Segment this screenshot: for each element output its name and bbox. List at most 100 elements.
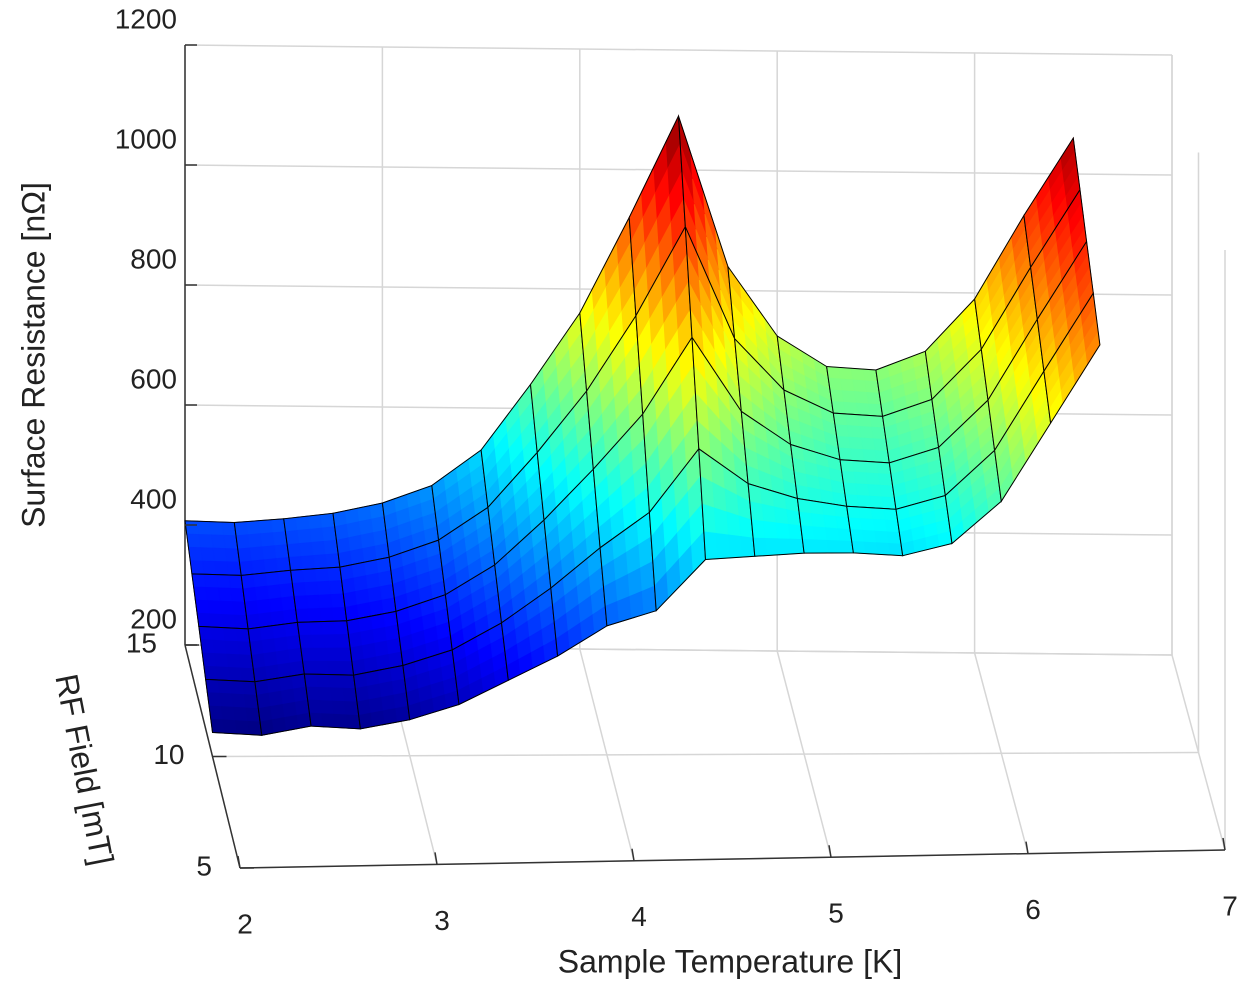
surface-patch bbox=[196, 520, 212, 536]
surface-patch bbox=[318, 594, 334, 609]
surface-patch bbox=[703, 531, 719, 560]
surface-patch bbox=[368, 696, 384, 714]
surface-patch bbox=[268, 597, 284, 613]
surface-patch bbox=[856, 494, 872, 509]
surface-patch bbox=[888, 542, 904, 557]
surface-patch bbox=[198, 534, 214, 549]
surface-patch bbox=[309, 527, 325, 543]
y-tick-label: 15 bbox=[126, 627, 157, 658]
surface-patch bbox=[298, 634, 314, 649]
surface-patch bbox=[325, 553, 341, 569]
surface-patch bbox=[325, 647, 340, 662]
surface-patch bbox=[215, 666, 231, 682]
surface-patch bbox=[254, 679, 270, 696]
surface-patch bbox=[237, 547, 253, 563]
surface-cell bbox=[529, 311, 588, 454]
surface-patch bbox=[291, 582, 307, 597]
surface-cell bbox=[839, 459, 897, 510]
y-tick-label: 5 bbox=[196, 850, 212, 881]
surface-patch bbox=[209, 521, 225, 536]
surface-patch bbox=[798, 511, 814, 528]
surface-patch bbox=[826, 366, 842, 380]
surface-patch bbox=[295, 608, 311, 623]
surface-patch bbox=[327, 566, 343, 582]
surface-patch bbox=[314, 567, 330, 583]
surface-patch bbox=[210, 534, 226, 549]
surface-patch bbox=[286, 543, 302, 558]
surface-patch bbox=[249, 639, 265, 656]
surface-patch bbox=[381, 694, 397, 712]
surface-patch bbox=[224, 640, 240, 656]
surface-patch bbox=[234, 720, 250, 736]
surface-patch bbox=[345, 714, 361, 730]
surface-patch bbox=[193, 586, 209, 602]
surface-patch bbox=[834, 424, 850, 438]
surface-patch bbox=[858, 506, 874, 520]
surface-patch bbox=[257, 705, 273, 723]
surface-patch bbox=[274, 544, 290, 560]
surface-patch bbox=[252, 666, 268, 683]
surface-patch bbox=[374, 640, 390, 658]
x-tick-label: 2 bbox=[237, 908, 253, 939]
surface-patch bbox=[279, 675, 295, 692]
surface-patch bbox=[226, 561, 242, 576]
surface-patch bbox=[266, 677, 282, 694]
surface-patch bbox=[194, 599, 210, 615]
surface-patch bbox=[333, 713, 349, 729]
surface-patch bbox=[761, 503, 777, 524]
surface-patch bbox=[279, 582, 295, 599]
surface-patch bbox=[855, 402, 871, 417]
surface-patch bbox=[317, 686, 333, 702]
surface-patch bbox=[307, 514, 323, 530]
surface-cell bbox=[944, 449, 1002, 545]
surface-patch bbox=[714, 507, 729, 536]
surface-patch bbox=[863, 368, 879, 383]
surface-cell bbox=[290, 566, 348, 623]
surface-cell bbox=[191, 573, 249, 630]
surface-patch bbox=[245, 613, 261, 630]
surface-cell bbox=[888, 446, 946, 510]
surface-cell bbox=[826, 365, 884, 417]
surface-patch bbox=[221, 613, 237, 629]
surface-patch bbox=[249, 546, 265, 562]
surface-patch bbox=[275, 649, 291, 666]
surface-patch bbox=[378, 570, 394, 588]
surface-patch bbox=[270, 610, 286, 627]
z-tick-label: 800 bbox=[130, 243, 177, 274]
surface-patch bbox=[187, 546, 203, 562]
surface-patch bbox=[284, 621, 300, 638]
mesh-edge bbox=[1043, 291, 1101, 425]
surface-patch bbox=[293, 595, 309, 610]
surface-patch bbox=[335, 633, 351, 649]
surface-patch bbox=[300, 647, 316, 662]
surface-patch bbox=[214, 560, 230, 576]
surface-patch bbox=[860, 518, 876, 532]
surface-cell bbox=[240, 569, 298, 630]
surface-patch bbox=[875, 542, 891, 556]
x-tick bbox=[434, 852, 438, 865]
surface-cell bbox=[283, 512, 341, 571]
surface-patch bbox=[186, 533, 202, 549]
surface-patch bbox=[332, 606, 348, 622]
surface-cell bbox=[727, 264, 785, 392]
surface-patch bbox=[837, 447, 853, 461]
surface-patch bbox=[617, 595, 632, 623]
surface-patch bbox=[347, 631, 363, 649]
surface-cell bbox=[599, 511, 657, 627]
surface-patch bbox=[393, 692, 409, 709]
surface-patch bbox=[386, 637, 402, 655]
surface-patch bbox=[217, 587, 233, 603]
surface-cell bbox=[987, 317, 1045, 452]
surface-patch bbox=[256, 598, 272, 615]
surface-cell bbox=[938, 399, 996, 497]
surface-patch bbox=[789, 538, 805, 555]
surface-patch bbox=[228, 666, 244, 682]
x-tick-label: 5 bbox=[828, 898, 844, 929]
surface-patch bbox=[219, 692, 235, 708]
surface-patch bbox=[864, 380, 880, 394]
z-tick-label: 200 bbox=[130, 603, 177, 634]
surface-patch bbox=[302, 568, 318, 584]
surface-patch bbox=[344, 701, 360, 716]
surface-patch bbox=[342, 687, 358, 703]
surface-patch bbox=[764, 537, 780, 556]
